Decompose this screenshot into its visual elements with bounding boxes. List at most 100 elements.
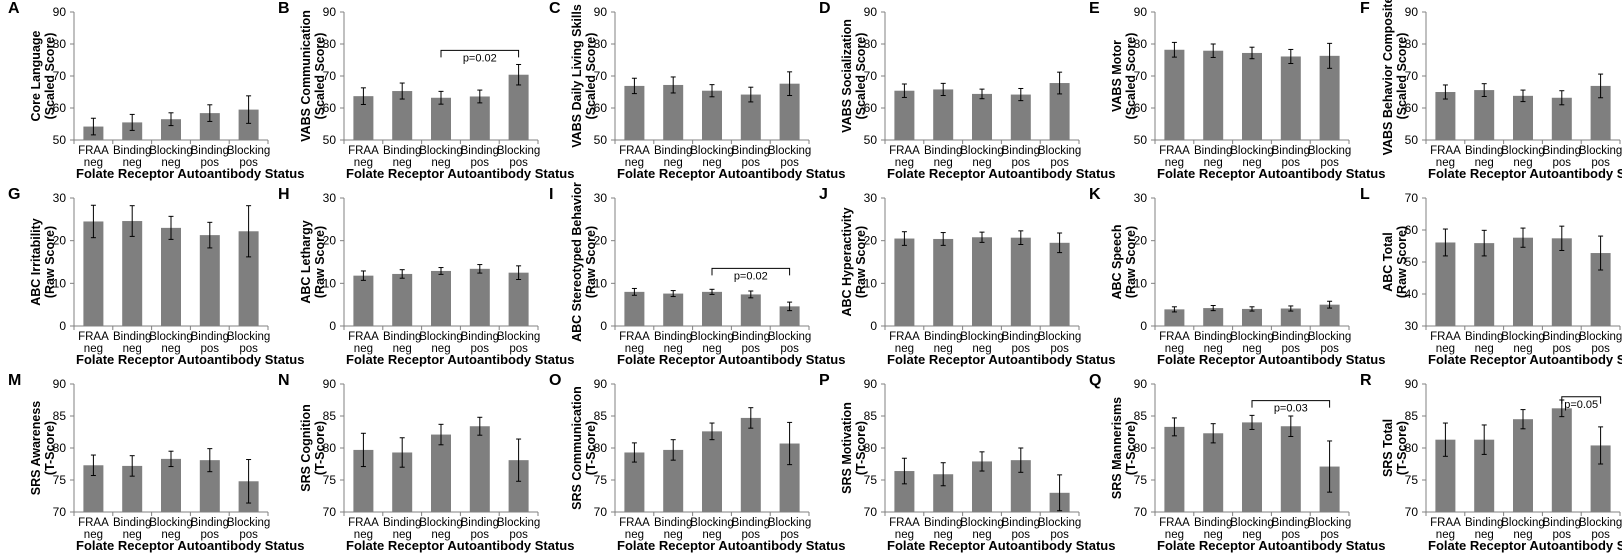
chart-panel-D: D VABS Socialization (Scaled Score) Folate… xyxy=(811,0,1115,186)
x-category-label: pos xyxy=(1591,529,1610,541)
bar xyxy=(1474,243,1495,326)
x-axis-title: Folate Receptor Autoantibody Status xyxy=(617,352,846,367)
x-category-label: Blocking xyxy=(690,331,733,343)
x-category-label: Blocking xyxy=(960,331,1003,343)
bar xyxy=(1203,433,1224,512)
x-category-label: neg xyxy=(1204,343,1223,355)
chart-svg: 0102030FRAAnegBindingnegBlockingnegBindi… xyxy=(53,191,271,355)
x-category-label: neg xyxy=(625,529,644,541)
y-tick-label: 80 xyxy=(323,37,337,51)
x-category-label: Blocking xyxy=(768,145,811,157)
chart-svg: 0102030FRAAnegBindingnegBlockingnegBindi… xyxy=(1134,191,1352,355)
bar xyxy=(702,291,722,326)
bar xyxy=(1551,238,1572,326)
y-tick-label: 30 xyxy=(323,191,337,205)
x-category-label: pos xyxy=(239,529,258,541)
chart-svg: 7075808590FRAAnegBindingnegBlockingnegBi… xyxy=(53,377,271,541)
y-tick-label: 10 xyxy=(1134,276,1148,290)
bar xyxy=(1164,426,1185,512)
bar xyxy=(1590,253,1611,326)
y-tick-label: 70 xyxy=(323,505,337,519)
bar xyxy=(1435,439,1456,512)
panel-label: A xyxy=(8,0,20,17)
y-tick-label: 90 xyxy=(864,5,878,19)
x-category-label: neg xyxy=(972,157,991,169)
y-tick-label: 90 xyxy=(864,377,878,391)
bar xyxy=(199,113,220,140)
x-category-label: Blocking xyxy=(497,331,540,343)
chart-svg: 7075808590FRAAnegBindingnegBlockingnegBi… xyxy=(1405,377,1622,541)
x-category-label: neg xyxy=(431,157,450,169)
y-tick-label: 40 xyxy=(1405,287,1419,301)
x-category-label: neg xyxy=(84,343,103,355)
y-tick-label: 60 xyxy=(1134,101,1148,115)
x-category-label: Binding xyxy=(1543,331,1581,343)
x-category-label: neg xyxy=(84,157,103,169)
y-tick-label: 70 xyxy=(594,69,608,83)
bar xyxy=(779,443,800,512)
x-category-label: Binding xyxy=(1194,331,1232,343)
x-category-label: Blocking xyxy=(1308,145,1351,157)
x-category-label: neg xyxy=(895,157,914,169)
bar xyxy=(238,109,259,140)
x-category-label: Binding xyxy=(191,145,229,157)
x-axis-title: Folate Receptor Autoantibody Status xyxy=(76,352,305,367)
y-tick-label: 90 xyxy=(53,5,67,19)
x-category-label: neg xyxy=(161,343,180,355)
x-category-label: neg xyxy=(1475,529,1494,541)
bar xyxy=(1242,422,1262,512)
y-tick-label: 80 xyxy=(864,37,878,51)
y-tick-label: 0 xyxy=(870,319,877,333)
x-category-label: Blocking xyxy=(497,517,540,529)
bar xyxy=(933,238,954,326)
bar xyxy=(663,449,684,512)
y-tick-label: 85 xyxy=(53,409,67,423)
x-axis-title: Folate Receptor Autoantibody Status xyxy=(1428,538,1622,553)
x-category-label: neg xyxy=(1242,157,1261,169)
significance-bracket xyxy=(1251,400,1331,408)
x-category-label: FRAA xyxy=(1159,331,1190,343)
x-category-label: Binding xyxy=(1272,331,1310,343)
bar xyxy=(353,275,374,326)
chart-panel-C: C VABS Daily Living Skills (Scaled Score)… xyxy=(541,0,845,186)
y-tick-label: 60 xyxy=(864,101,878,115)
y-tick-label: 10 xyxy=(53,276,67,290)
x-category-label: FRAA xyxy=(348,331,379,343)
bar xyxy=(431,270,451,326)
x-category-label: Binding xyxy=(732,517,770,529)
x-category-label: neg xyxy=(702,529,721,541)
x-category-label: pos xyxy=(1591,157,1610,169)
y-tick-label: 60 xyxy=(53,101,67,115)
x-category-label: Binding xyxy=(461,331,499,343)
y-tick-label: 60 xyxy=(1405,101,1419,115)
bar xyxy=(740,294,761,326)
bar xyxy=(1435,242,1456,326)
x-category-label: neg xyxy=(431,529,450,541)
y-tick-label: 90 xyxy=(1134,5,1148,19)
bar xyxy=(779,306,800,326)
y-tick-label: 80 xyxy=(1405,37,1419,51)
bar xyxy=(1513,95,1533,140)
x-category-label: FRAA xyxy=(1430,331,1461,343)
x-category-label: pos xyxy=(201,157,220,169)
p-value-label: p=0.02 xyxy=(463,52,497,64)
y-tick-label: 70 xyxy=(53,505,67,519)
panel-label: F xyxy=(1360,0,1370,17)
panel-label: K xyxy=(1089,186,1101,203)
x-category-label: Binding xyxy=(1543,145,1581,157)
x-axis-title: Folate Receptor Autoantibody Status xyxy=(346,538,575,553)
p-value-label: p=0.05 xyxy=(1564,399,1598,411)
chart-panel-F: F VABS Behavior Composite (Scaled Score) F… xyxy=(1352,0,1622,186)
x-category-label: Binding xyxy=(732,331,770,343)
y-tick-label: 80 xyxy=(1405,441,1419,455)
x-category-label: Blocking xyxy=(419,331,462,343)
x-category-label: Binding xyxy=(1465,517,1503,529)
bar xyxy=(1435,92,1456,140)
x-category-label: Blocking xyxy=(149,331,192,343)
bar xyxy=(1010,237,1031,326)
x-category-label: neg xyxy=(123,157,142,169)
chart-panel-R: R SRS Total (T-Score) Folate Receptor Auto… xyxy=(1352,372,1622,558)
bar xyxy=(161,119,181,140)
bar xyxy=(1280,426,1301,512)
